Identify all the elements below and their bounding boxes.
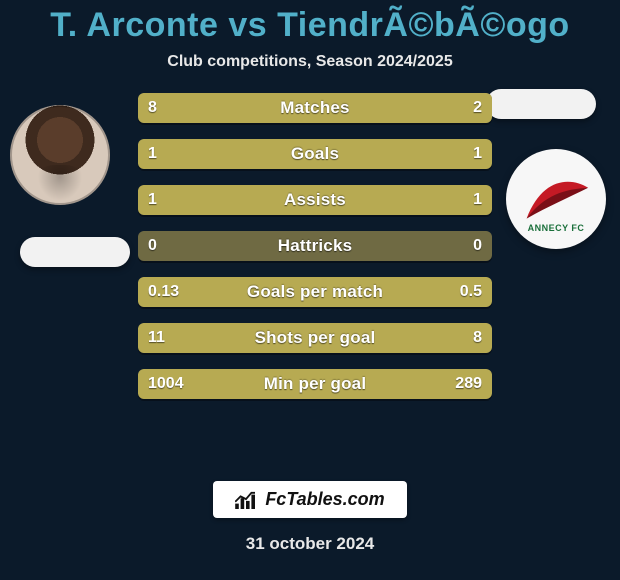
player1-name: T. Arconte <box>50 6 218 44</box>
stat-value-left: 0.13 <box>138 277 189 307</box>
page-title: T. Arconte vs TiendrÃ©bÃ©ogo <box>50 6 569 45</box>
stat-row: Goals1 1 <box>138 139 492 169</box>
stat-label: Shots per goal <box>138 323 492 353</box>
stat-value-right: 8 <box>463 323 492 353</box>
stat-label: Hattricks <box>138 231 492 261</box>
stat-value-right: 0 <box>463 231 492 261</box>
brand-chart-icon <box>235 491 257 509</box>
stat-row: Shots per goal11 8 <box>138 323 492 353</box>
stat-label: Matches <box>138 93 492 123</box>
comparison-card: T. Arconte vs TiendrÃ©bÃ©ogo Club compet… <box>0 0 620 580</box>
player1-club-pill <box>20 237 130 267</box>
player2-club-label: ANNECY FC <box>528 223 585 233</box>
stat-value-right: 1 <box>463 185 492 215</box>
stat-value-left: 1 <box>138 185 167 215</box>
player2-club-badge: ANNECY FC <box>506 149 606 249</box>
stat-bars: Matches82Goals11Assists11Hattricks00Goal… <box>138 93 492 399</box>
date-label: 31 october 2024 <box>246 534 375 554</box>
stat-value-right: 289 <box>445 369 492 399</box>
stat-row: Min per goal1004289 <box>138 369 492 399</box>
player2-avatar-pill <box>486 89 596 119</box>
stat-row: Assists1 1 <box>138 185 492 215</box>
stat-label: Assists <box>138 185 492 215</box>
vs-label: vs <box>228 6 267 44</box>
stat-row: Matches8 2 <box>138 93 492 123</box>
stat-value-left: 1004 <box>138 369 194 399</box>
stat-value-left: 0 <box>138 231 167 261</box>
stat-value-left: 11 <box>138 323 175 353</box>
stat-value-right: 1 <box>463 139 492 169</box>
player1-avatar <box>10 105 110 205</box>
stat-value-right: 2 <box>463 93 492 123</box>
stat-row: Goals per match0.13 0.5 <box>138 277 492 307</box>
stat-value-left: 1 <box>138 139 167 169</box>
stat-label: Goals <box>138 139 492 169</box>
subtitle: Club competitions, Season 2024/2025 <box>167 53 452 71</box>
stat-label: Goals per match <box>138 277 492 307</box>
stat-value-left: 8 <box>138 93 167 123</box>
stat-value-right: 0.5 <box>450 277 492 307</box>
brand-badge: FcTables.com <box>213 481 406 518</box>
stat-row: Hattricks0 0 <box>138 231 492 261</box>
player2-name: TiendrÃ©bÃ©ogo <box>277 6 570 44</box>
brand-label: FcTables.com <box>265 489 384 510</box>
footer: FcTables.com 31 october 2024 <box>0 481 620 554</box>
